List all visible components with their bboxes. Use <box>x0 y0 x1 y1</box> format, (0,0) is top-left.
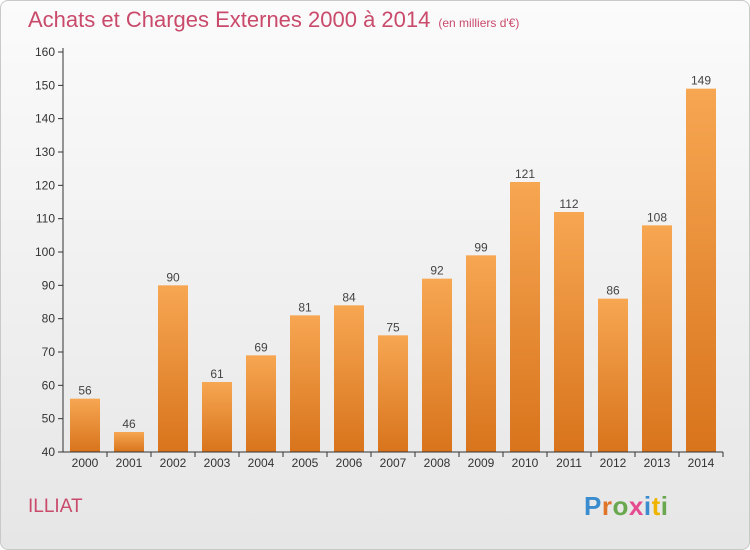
y-tick-label: 90 <box>42 278 56 292</box>
bars: 56 46 90 61 69 81 84 75 92 99 121 112 86 108 149 <box>70 74 716 453</box>
bar-value-label: 112 <box>559 197 578 211</box>
bar-2009 <box>466 255 496 452</box>
bar-2000 <box>70 398 100 452</box>
chart-title-block: Achats et Charges Externes 2000 à 2014 (e… <box>28 7 519 33</box>
bar-value-label: 56 <box>78 384 92 398</box>
bar-value-label: 90 <box>166 270 180 284</box>
chart-unit: (en milliers d'€) <box>438 16 520 30</box>
bar-2007 <box>378 335 408 452</box>
bar-value-label: 61 <box>210 367 224 381</box>
x-tick-label: 2000 <box>72 456 99 470</box>
x-tick-label: 2004 <box>248 456 275 470</box>
commune-name: ILLIAT <box>28 496 83 517</box>
x-tick-label: 2012 <box>600 456 627 470</box>
y-tick-label: 160 <box>35 45 55 59</box>
bar-value-label: 75 <box>386 320 400 334</box>
x-tick-label: 2011 <box>556 456 582 470</box>
logo-letter: t <box>651 491 661 521</box>
bar-value-label: 69 <box>254 340 268 354</box>
y-tick-label: 60 <box>42 378 56 392</box>
x-tick-label: 2002 <box>160 456 187 470</box>
bar-2002 <box>158 285 188 452</box>
bar-2010 <box>510 182 540 452</box>
bar-value-label: 81 <box>298 300 312 314</box>
logo-letter: i <box>643 491 652 521</box>
x-tick-label: 2013 <box>644 456 671 470</box>
y-tick-label: 150 <box>35 78 55 92</box>
bar-2008 <box>422 278 452 452</box>
y-tick-label: 140 <box>35 112 55 126</box>
y-tick-label: 110 <box>36 212 55 226</box>
y-tick-label: 80 <box>42 312 56 326</box>
y-tick-label: 70 <box>42 345 56 359</box>
x-tick-label: 2007 <box>380 456 407 470</box>
x-tick-label: 2005 <box>292 456 319 470</box>
x-tick-label: 2014 <box>688 456 715 470</box>
logo-letter: r <box>601 491 613 521</box>
bar-2003 <box>202 382 232 452</box>
x-axis: 2000 2001 2002 2003 2004 2005 2006 2007 2008 2009… <box>63 451 724 470</box>
bar-2005 <box>290 315 320 452</box>
bar-2004 <box>246 355 276 452</box>
bar-2006 <box>334 305 364 452</box>
y-tick-label: 50 <box>42 412 56 426</box>
bar-2001 <box>114 432 144 452</box>
bar-2012 <box>598 298 628 452</box>
bar-value-label: 149 <box>691 74 711 88</box>
logo-letter: P <box>584 491 602 521</box>
logo-letter: x <box>628 491 644 521</box>
bar-value-label: 108 <box>647 210 667 224</box>
bar-value-label: 121 <box>515 167 535 181</box>
bar-2014 <box>686 88 716 453</box>
x-tick-label: 2006 <box>336 456 363 470</box>
bar-value-label: 86 <box>606 284 620 298</box>
bar-value-label: 46 <box>122 417 136 431</box>
bar-value-label: 99 <box>474 240 488 254</box>
y-tick-label: 120 <box>35 178 55 192</box>
logo-letter: i <box>660 491 669 521</box>
y-tick-label: 100 <box>35 245 55 259</box>
x-tick-label: 2008 <box>424 456 451 470</box>
y-tick-label: 40 <box>42 445 56 459</box>
bar-2013 <box>642 225 672 452</box>
proxiti-logo: Proxiti <box>584 491 668 522</box>
logo-letter: o <box>612 491 629 521</box>
x-tick-label: 2009 <box>468 456 495 470</box>
x-tick-label: 2010 <box>512 456 539 470</box>
bar-value-label: 92 <box>430 264 444 278</box>
bar-2011 <box>554 212 584 452</box>
x-tick-label: 2003 <box>204 456 231 470</box>
y-axis: 40 50 60 70 80 90 100 110 120 130 140 150 160 <box>35 45 64 459</box>
chart-title: Achats et Charges Externes 2000 à 2014 <box>28 7 431 32</box>
y-tick-label: 130 <box>35 145 55 159</box>
bar-value-label: 84 <box>342 290 356 304</box>
x-tick-label: 2001 <box>116 456 143 470</box>
